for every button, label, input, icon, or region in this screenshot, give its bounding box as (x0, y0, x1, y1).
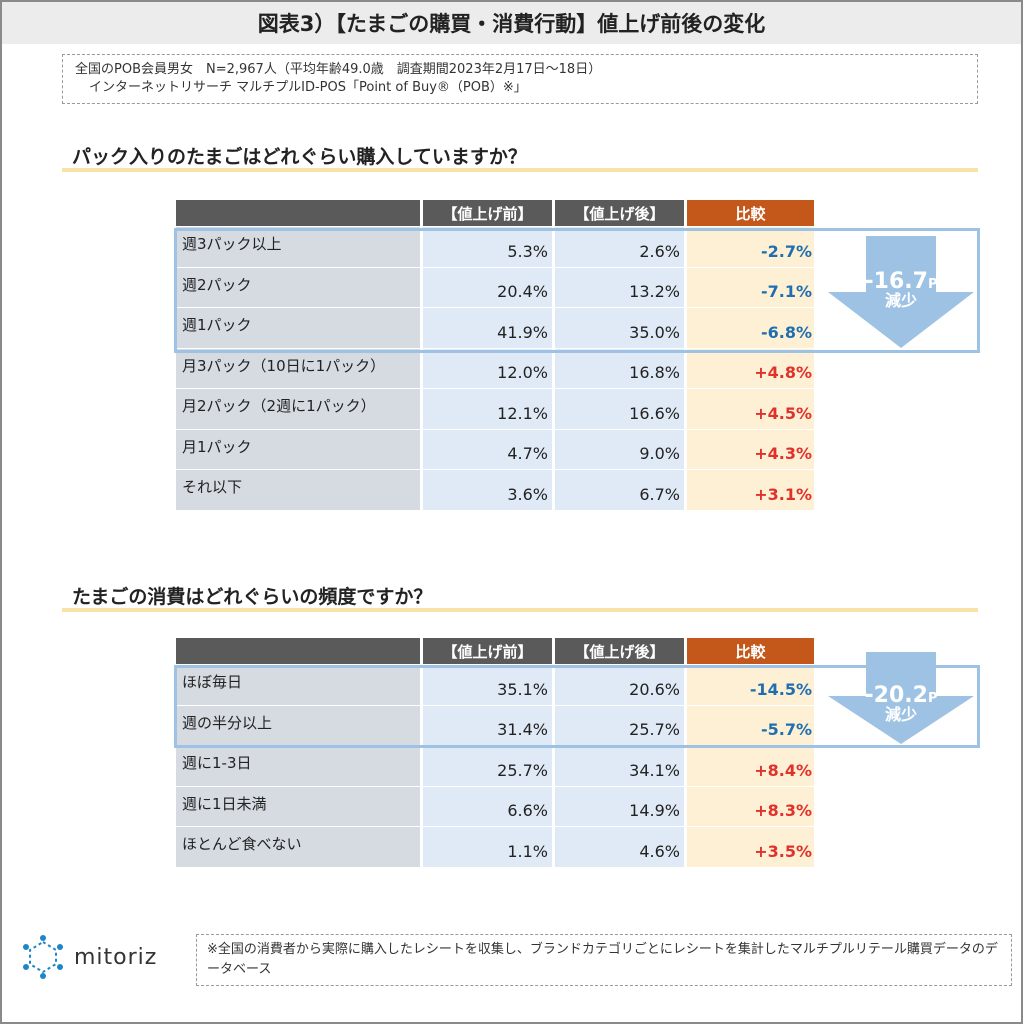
row-label: ほとんど食べない (176, 826, 420, 867)
value-after: 25.7% (552, 704, 684, 745)
table-row: 週1パック 41.9% 35.0% -6.8% (176, 307, 814, 348)
section2-rule (62, 608, 978, 612)
arrow-label-1: -16.7P 減少 (828, 270, 974, 310)
value-before: 5.3% (420, 226, 552, 267)
value-diff: +8.4% (684, 745, 814, 786)
table-row: ほぼ毎日 35.1% 20.6% -14.5% (176, 664, 814, 705)
arrow-unit-1: P (927, 277, 938, 292)
value-diff: -2.7% (684, 226, 814, 267)
mitoriz-logo-text: mitoriz (74, 944, 158, 970)
section1-rule (62, 168, 978, 172)
purchase-table: 【値上げ前】 【値上げ後】 比較 週3パック以上 5.3% 2.6% -2.7% 週2パ… (176, 200, 814, 510)
arrow-unit-2: P (927, 691, 938, 706)
value-before: 1.1% (420, 826, 552, 867)
value-after: 35.0% (552, 307, 684, 348)
value-diff: -5.7% (684, 704, 814, 745)
row-label: 週の半分以上 (176, 704, 420, 745)
value-diff: -6.8% (684, 307, 814, 348)
down-arrow-1 (828, 236, 974, 348)
table-row: それ以下 3.6% 6.7% +3.1% (176, 469, 814, 510)
value-diff: +3.5% (684, 826, 814, 867)
header-after: 【値上げ後】 (552, 638, 684, 664)
row-label: 月3パック（10日に1パック） (176, 347, 420, 388)
table-row: ほとんど食べない 1.1% 4.6% +3.5% (176, 826, 814, 867)
value-diff: -7.1% (684, 266, 814, 307)
value-before: 12.0% (420, 347, 552, 388)
value-after: 2.6% (552, 226, 684, 267)
value-after: 6.7% (552, 469, 684, 510)
row-label: 週1パック (176, 307, 420, 348)
row-label: 週3パック以上 (176, 226, 420, 267)
value-after: 16.8% (552, 347, 684, 388)
value-after: 4.6% (552, 826, 684, 867)
header-label (176, 200, 420, 226)
table-row: 月2パック（2週に1パック） 12.1% 16.6% +4.5% (176, 388, 814, 429)
row-label: 月1パック (176, 428, 420, 469)
mitoriz-logo: mitoriz (20, 934, 157, 980)
value-before: 31.4% (420, 704, 552, 745)
mitoriz-logo-icon (23, 935, 63, 979)
value-diff: +4.8% (684, 347, 814, 388)
value-diff: +8.3% (684, 785, 814, 826)
value-before: 6.6% (420, 785, 552, 826)
table-row: 週3パック以上 5.3% 2.6% -2.7% (176, 226, 814, 267)
table-row: 週2パック 20.4% 13.2% -7.1% (176, 266, 814, 307)
value-after: 20.6% (552, 664, 684, 705)
survey-line-2: インターネットリサーチ マルチプルID-POS「Point of Buy®（PO… (89, 80, 527, 95)
decrease-highlight-2 (174, 665, 980, 748)
row-label: 週に1-3日 (176, 745, 420, 786)
value-after: 9.0% (552, 428, 684, 469)
value-diff: +4.3% (684, 428, 814, 469)
value-before: 35.1% (420, 664, 552, 705)
row-label: それ以下 (176, 469, 420, 510)
footnote: ※全国の消費者から実際に購入したレシートを収集し、ブランドカテゴリごとにレシート… (196, 934, 1012, 986)
arrow-value-2: -20.2 (864, 683, 928, 708)
table-row: 月3パック（10日に1パック） 12.0% 16.8% +4.8% (176, 347, 814, 388)
arrow-label-2: -20.2P 減少 (828, 684, 974, 724)
value-before: 20.4% (420, 266, 552, 307)
row-label: 月2パック（2週に1パック） (176, 388, 420, 429)
header-after: 【値上げ後】 (552, 200, 684, 226)
table-row: 月1パック 4.7% 9.0% +4.3% (176, 428, 814, 469)
value-before: 25.7% (420, 745, 552, 786)
header-before: 【値上げ前】 (420, 200, 552, 226)
value-before: 3.6% (420, 469, 552, 510)
table-row: 週の半分以上 31.4% 25.7% -5.7% (176, 704, 814, 745)
row-label: 週2パック (176, 266, 420, 307)
value-after: 14.9% (552, 785, 684, 826)
value-diff: +3.1% (684, 469, 814, 510)
header-diff: 比較 (684, 638, 814, 664)
arrow-text-2: 減少 (884, 705, 917, 725)
down-arrow-2 (828, 652, 974, 744)
table-row: 週に1-3日 25.7% 34.1% +8.4% (176, 745, 814, 786)
header-label (176, 638, 420, 664)
value-before: 41.9% (420, 307, 552, 348)
header-diff: 比較 (684, 200, 814, 226)
survey-line-1: 全国のPOB会員男女 N=2,967人（平均年齢49.0歳 調査期間2023年2… (75, 62, 602, 77)
consumption-table: 【値上げ前】 【値上げ後】 比較 ほぼ毎日 35.1% 20.6% -14.5% 週の半… (176, 638, 814, 867)
section1-title: パック入りのたまごはどれぐらい購入していますか？ (72, 146, 527, 168)
row-label: ほぼ毎日 (176, 664, 420, 705)
row-label: 週に1日未満 (176, 785, 420, 826)
value-after: 13.2% (552, 266, 684, 307)
value-after: 16.6% (552, 388, 684, 429)
table-row: 週に1日未満 6.6% 14.9% +8.3% (176, 785, 814, 826)
arrow-value-1: -16.7 (864, 269, 928, 294)
page-title: 図表3）【たまごの購買・消費行動】値上げ前後の変化 (2, 2, 1021, 44)
section2-title: たまごの消費はどれぐらいの頻度ですか？ (72, 586, 433, 608)
value-diff: +4.5% (684, 388, 814, 429)
value-after: 34.1% (552, 745, 684, 786)
value-before: 12.1% (420, 388, 552, 429)
arrow-text-1: 減少 (884, 291, 917, 311)
header-before: 【値上げ前】 (420, 638, 552, 664)
decrease-highlight-1 (174, 228, 980, 353)
survey-info: 全国のPOB会員男女 N=2,967人（平均年齢49.0歳 調査期間2023年2… (62, 54, 978, 104)
value-diff: -14.5% (684, 664, 814, 705)
value-before: 4.7% (420, 428, 552, 469)
